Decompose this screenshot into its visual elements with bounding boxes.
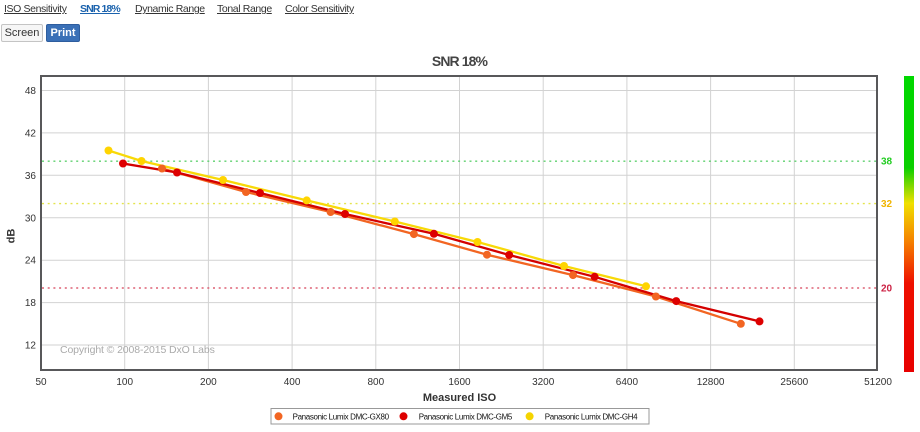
svg-text:18: 18: [25, 298, 37, 309]
svg-text:20: 20: [881, 284, 893, 295]
svg-text:400: 400: [284, 377, 301, 388]
svg-text:3200: 3200: [532, 377, 555, 388]
svg-text:100: 100: [116, 377, 133, 388]
svg-text:Panasonic Lumix DMC-GM5: Panasonic Lumix DMC-GM5: [419, 413, 513, 422]
svg-text:SNR 18%: SNR 18%: [432, 53, 489, 69]
svg-text:50: 50: [35, 377, 47, 388]
svg-text:12: 12: [25, 341, 37, 352]
svg-text:25600: 25600: [780, 377, 808, 388]
svg-text:Panasonic Lumix DMC-GX80: Panasonic Lumix DMC-GX80: [293, 413, 390, 422]
svg-text:32: 32: [881, 199, 893, 210]
svg-text:30: 30: [25, 213, 37, 224]
svg-text:200: 200: [200, 377, 217, 388]
svg-text:12800: 12800: [697, 377, 725, 388]
svg-text:800: 800: [367, 377, 384, 388]
svg-text:dB: dB: [6, 229, 18, 244]
svg-text:48: 48: [25, 86, 37, 97]
svg-text:Measured ISO: Measured ISO: [423, 392, 497, 404]
svg-text:Panasonic Lumix DMC-GH4: Panasonic Lumix DMC-GH4: [545, 413, 638, 422]
svg-text:6400: 6400: [616, 377, 639, 388]
svg-text:1600: 1600: [448, 377, 471, 388]
svg-text:24: 24: [25, 256, 37, 267]
svg-text:36: 36: [25, 171, 37, 182]
svg-text:51200: 51200: [864, 377, 892, 388]
svg-text:Copyright © 2008-2015 DxO Labs: Copyright © 2008-2015 DxO Labs: [60, 344, 215, 356]
svg-text:42: 42: [25, 128, 37, 139]
svg-text:38: 38: [881, 157, 893, 168]
